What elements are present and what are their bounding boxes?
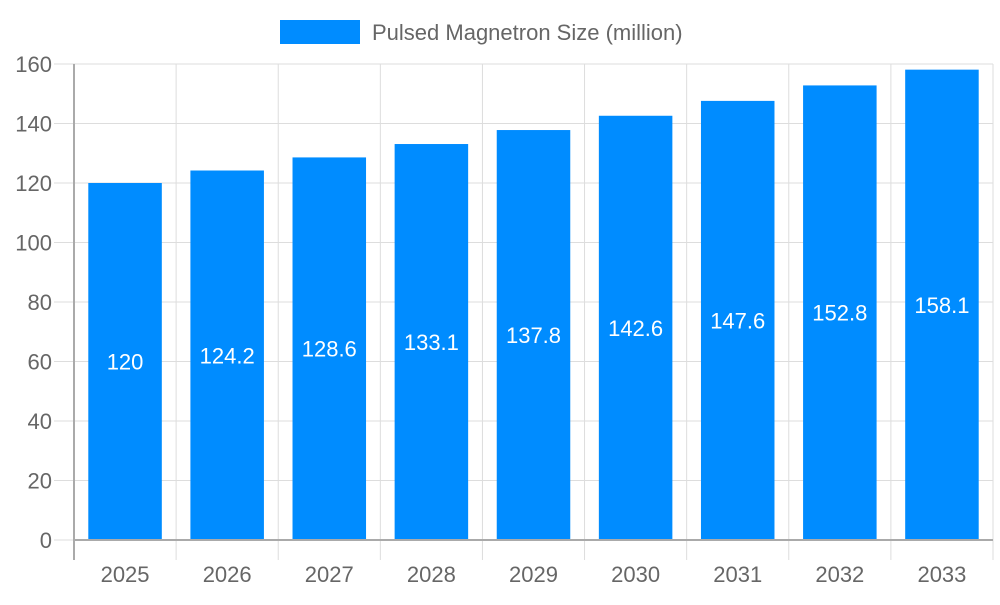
data-label: 120 bbox=[107, 350, 144, 375]
bars: 120 124.2 128.6 133.1 137.8 142.6 147.6 152.8 15… bbox=[88, 69, 979, 541]
y-tick-label: 80 bbox=[28, 290, 52, 315]
y-tick-label: 40 bbox=[28, 409, 52, 434]
bar bbox=[700, 100, 775, 540]
axes: 0 20 40 60 80 100 120 140 160 2025 2026 2027 2028 202… bbox=[15, 52, 993, 587]
x-tick-label: 2029 bbox=[509, 562, 558, 587]
bar bbox=[496, 130, 571, 541]
y-tick-label: 140 bbox=[15, 112, 52, 137]
x-tick-label: 2031 bbox=[713, 562, 762, 587]
data-label: 147.6 bbox=[710, 308, 765, 333]
x-tick-label: 2025 bbox=[101, 562, 150, 587]
x-tick-label: 2030 bbox=[611, 562, 660, 587]
bar bbox=[803, 85, 877, 541]
data-label: 152.8 bbox=[812, 301, 867, 326]
data-label: 128.6 bbox=[302, 337, 357, 362]
legend-label: Pulsed Magnetron Size (million) bbox=[372, 20, 683, 45]
data-label: 137.8 bbox=[506, 323, 561, 348]
legend: Pulsed Magnetron Size (million) bbox=[280, 20, 683, 45]
y-tick-label: 100 bbox=[15, 231, 52, 256]
bar bbox=[190, 170, 264, 540]
bar bbox=[394, 144, 469, 540]
data-label: 133.1 bbox=[404, 330, 459, 355]
x-tick-label: 2027 bbox=[305, 562, 354, 587]
bar bbox=[598, 115, 673, 540]
x-tick-label: 2032 bbox=[815, 562, 864, 587]
y-tick-label: 60 bbox=[28, 350, 52, 375]
x-tick-label: 2026 bbox=[203, 562, 252, 587]
y-tick-label: 120 bbox=[15, 171, 52, 196]
legend-swatch bbox=[280, 20, 360, 44]
bar bbox=[88, 183, 162, 540]
x-tick-label: 2028 bbox=[407, 562, 456, 587]
bar bbox=[905, 69, 979, 540]
y-tick-label: 0 bbox=[40, 528, 52, 553]
x-tick-label: 2033 bbox=[917, 562, 966, 587]
data-label: 158.1 bbox=[914, 293, 969, 318]
bar bbox=[292, 157, 367, 541]
data-label: 142.6 bbox=[608, 316, 663, 341]
data-label: 124.2 bbox=[200, 343, 255, 368]
y-tick-label: 20 bbox=[28, 469, 52, 494]
y-tick-label: 160 bbox=[15, 52, 52, 77]
